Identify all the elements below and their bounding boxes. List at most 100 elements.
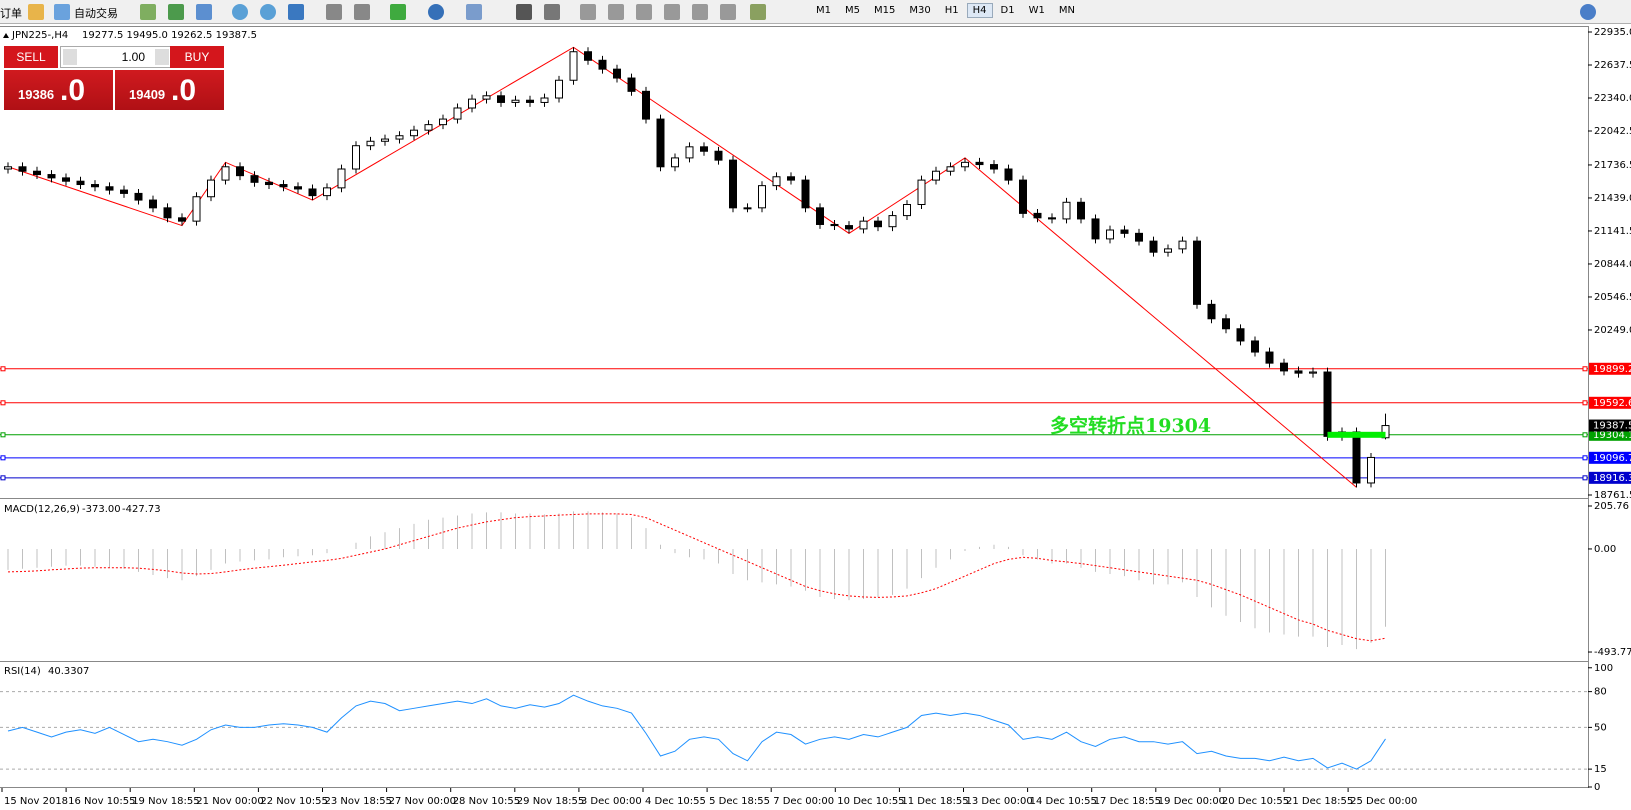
candle-body — [714, 150, 723, 161]
candle-body — [671, 157, 679, 168]
icon[interactable] — [232, 4, 248, 20]
candle-body — [685, 146, 694, 159]
x-tick-label: 17 Dec 18:55 — [1094, 796, 1161, 807]
candle-body — [729, 159, 737, 209]
candle-body — [598, 59, 607, 70]
icon[interactable] — [28, 4, 44, 20]
icon[interactable] — [54, 4, 70, 20]
icon[interactable] — [580, 4, 596, 20]
y-tick-label: 100 — [1594, 663, 1613, 674]
y-tick-label: 22935.0 — [1594, 27, 1631, 38]
candle-body — [1352, 431, 1361, 484]
icon[interactable] — [168, 4, 184, 20]
bid-box[interactable]: 19386 .0 — [4, 70, 113, 110]
level-handle — [0, 475, 6, 481]
spin-up[interactable] — [155, 49, 169, 65]
candle-body — [1164, 248, 1172, 253]
toolbar: 订单 自动交易 M1 M5 M15 M30 H1 H4 D1 W1 MN — [0, 0, 1631, 24]
search[interactable] — [1580, 4, 1596, 20]
candle-body — [1323, 371, 1332, 437]
icon[interactable] — [140, 4, 156, 20]
y-tick-label: 22637.5 — [1594, 60, 1631, 71]
candle-body — [265, 181, 273, 186]
ask-price: 19409 — [129, 87, 166, 102]
buy-button[interactable]: BUY — [170, 46, 224, 68]
x-tick-label: 16 Nov 10:55 — [68, 796, 135, 807]
candle-body — [1135, 232, 1143, 242]
icon[interactable] — [428, 4, 444, 20]
level-handle — [0, 366, 6, 372]
macd-signal-value: -427.73 — [122, 504, 161, 515]
icon[interactable] — [288, 4, 304, 20]
y-tick-label: 21736.5 — [1594, 160, 1631, 171]
lots-input[interactable]: 1.00 — [60, 46, 172, 68]
candle-body — [801, 179, 810, 209]
icon[interactable] — [720, 4, 736, 20]
timeframe-button[interactable]: M30 — [909, 5, 931, 16]
level-handle — [1582, 366, 1588, 372]
x-tick-label: 23 Nov 18:55 — [325, 796, 392, 807]
candle-body — [178, 217, 186, 222]
timeframe-button[interactable]: M15 — [874, 5, 896, 16]
icon[interactable] — [750, 4, 766, 20]
candle-body — [1004, 168, 1013, 181]
spin-down[interactable] — [63, 49, 77, 65]
level-label-box — [1589, 362, 1631, 375]
level-label: 19899.2 — [1593, 364, 1631, 375]
icon[interactable] — [692, 4, 708, 20]
x-tick-label: 29 Nov 18:55 — [517, 796, 584, 807]
candle-body — [366, 140, 375, 147]
icon[interactable] — [608, 4, 624, 20]
bid-fraction: .0 — [60, 74, 86, 107]
candle-body — [917, 179, 926, 206]
icon[interactable] — [354, 4, 370, 20]
timeframe-button[interactable]: M5 — [845, 5, 860, 16]
sell-button[interactable]: SELL — [4, 46, 58, 68]
icon[interactable] — [260, 4, 276, 20]
candle-body — [250, 175, 259, 183]
auto-trading[interactable]: 自动交易 — [74, 7, 118, 20]
level-handle — [1582, 432, 1588, 438]
chart: 22935.0 22637.5 22340.0 22042.5 21736.5 21439… — [0, 26, 1631, 807]
timeframe-button[interactable]: MN — [1058, 5, 1075, 16]
candle-body — [787, 176, 795, 181]
rsi-value: 40.3307 — [48, 666, 89, 677]
icon[interactable] — [516, 4, 532, 20]
y-tick-label: 50 — [1594, 722, 1607, 733]
candle-body — [221, 166, 230, 181]
icon[interactable] — [544, 4, 560, 20]
current-price: 19387.5 — [1593, 421, 1631, 432]
icon[interactable] — [466, 4, 482, 20]
candle-body — [352, 145, 360, 170]
icon[interactable] — [326, 4, 342, 20]
new-order[interactable]: 订单 — [0, 7, 22, 20]
icon[interactable] — [636, 4, 652, 20]
x-tick-label: 5 Dec 18:55 — [709, 796, 770, 807]
macd-signal — [7, 513, 1386, 642]
candle-body — [1048, 217, 1056, 220]
candle-body — [294, 186, 302, 190]
y-tick-label: -493.77 — [1594, 647, 1631, 658]
y-tick-label: 0 — [1594, 782, 1600, 793]
candle-body — [91, 184, 99, 188]
candle-body — [540, 97, 549, 103]
timeframe-button[interactable]: M1 — [816, 5, 831, 16]
candle-body — [961, 161, 969, 168]
icon[interactable] — [664, 4, 680, 20]
y-tick-label: 80 — [1594, 687, 1607, 698]
candle-body — [395, 135, 404, 140]
x-tick-label: 19 Dec 00:00 — [1158, 796, 1225, 807]
rsi-line — [7, 694, 1386, 770]
level-label-box — [1589, 396, 1631, 409]
icon[interactable] — [196, 4, 212, 20]
ask-box[interactable]: 19409 .0 — [115, 70, 224, 110]
timeframe-button[interactable]: D1 — [1000, 5, 1015, 16]
timeframe-button[interactable]: H4 — [966, 3, 993, 18]
timeframe-button[interactable]: W1 — [1028, 5, 1045, 16]
icon[interactable] — [390, 4, 406, 20]
x-tick-label: 21 Nov 00:00 — [196, 796, 263, 807]
timeframe-button[interactable]: H1 — [944, 5, 959, 16]
y-tick-label: 15 — [1594, 764, 1607, 775]
x-tick-label: 20 Dec 10:55 — [1222, 796, 1289, 807]
y-tick-label: 22340.0 — [1594, 93, 1631, 104]
